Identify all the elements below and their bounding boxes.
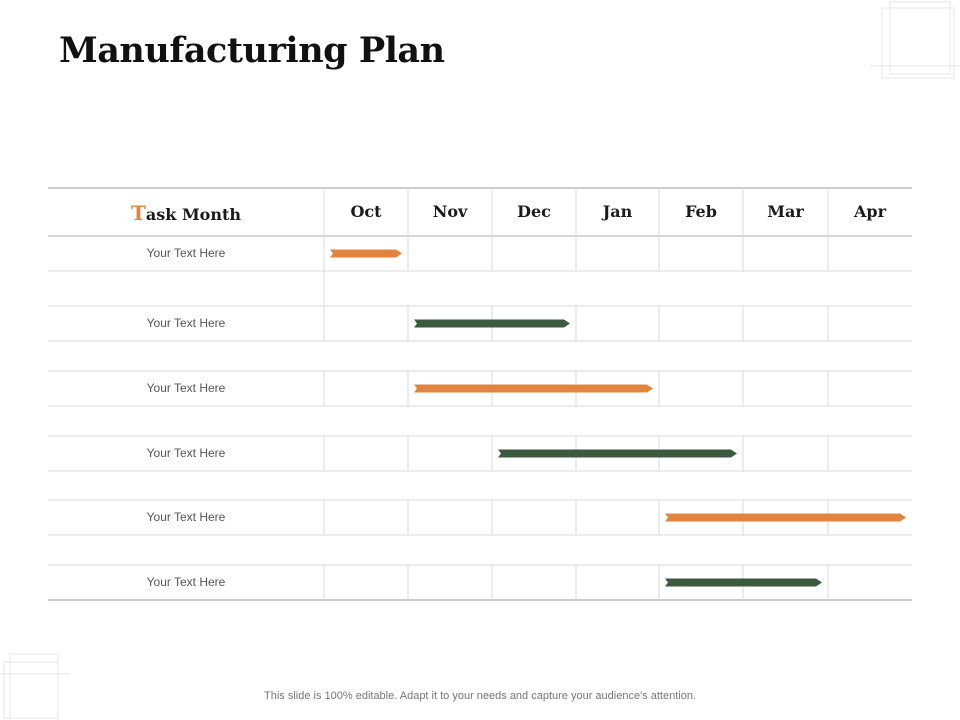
task-bar	[665, 513, 906, 522]
task-bar	[330, 249, 402, 258]
month-header-mar: Mar	[767, 202, 804, 221]
footer-note: This slide is 100% editable. Adapt it to…	[264, 690, 696, 702]
page-title: Manufacturing Plan	[59, 30, 445, 71]
task-bar	[498, 449, 737, 458]
task-header-rest: ask Month	[145, 205, 241, 224]
task-label: Your Text Here	[146, 510, 226, 524]
month-header-dec: Dec	[517, 202, 551, 221]
task-bar	[414, 319, 570, 328]
task-label: Your Text Here	[146, 575, 226, 589]
task-header-initial: T	[131, 201, 146, 225]
task-label: Your Text Here	[146, 316, 226, 330]
task-bar	[414, 384, 653, 393]
month-header-oct: Oct	[350, 202, 382, 221]
month-header-feb: Feb	[685, 202, 717, 221]
month-header-nov: Nov	[432, 202, 468, 221]
month-header-apr: Apr	[853, 202, 887, 221]
task-label: Your Text Here	[146, 246, 226, 260]
task-bar	[665, 578, 822, 587]
month-header-jan: Jan	[602, 202, 633, 221]
task-month-header: Task Month	[48, 188, 324, 236]
task-label: Your Text Here	[146, 381, 226, 395]
task-label: Your Text Here	[146, 446, 226, 460]
